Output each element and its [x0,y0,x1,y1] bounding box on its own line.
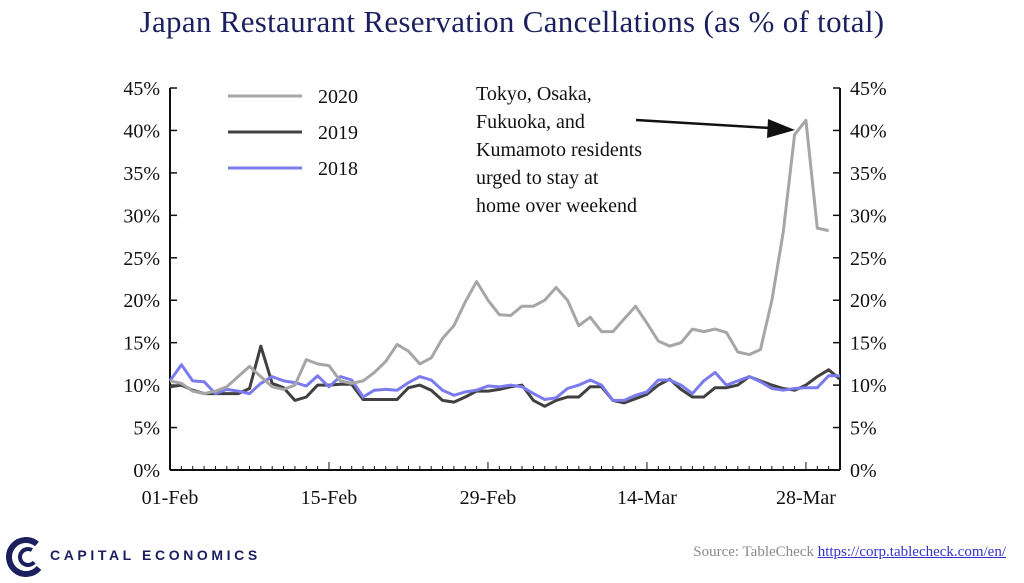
chart-title: Japan Restaurant Reservation Cancellatio… [139,4,885,39]
y-tick-label-left: 40% [123,120,160,142]
annotation-arrow-head [767,119,795,138]
x-tick-label: 29-Feb [460,487,517,509]
annotation-line: Kumamoto residents [476,139,642,161]
x-tick-label: 28-Mar [776,487,836,509]
y-tick-label-right: 25% [850,248,887,270]
y-tick-label-left: 15% [123,333,160,355]
legend-label-2019: 2019 [318,122,358,144]
y-tick-label-left: 5% [133,418,160,440]
y-tick-label-right: 10% [850,375,887,397]
y-tick-label-left: 35% [123,163,160,185]
annotation-line: Tokyo, Osaka, [476,83,592,105]
y-tick-label-left: 45% [123,78,160,100]
chart-legend: 2020 2019 2018 [228,86,358,180]
y-tick-label-right: 35% [850,163,887,185]
capital-economics-logo-icon [6,537,46,577]
y-tick-label-left: 10% [123,375,160,397]
annotation-line: home over weekend [476,195,637,217]
source-note: Source: TableCheck https://corp.tableche… [693,544,1006,561]
y-tick-label-right: 40% [850,120,887,142]
annotation-line: Fukuoka, and [476,111,585,133]
y-tick-label-right: 20% [850,290,887,312]
capital-economics-logo: CAPITAL ECONOMICS [6,537,266,577]
y-tick-label-left: 25% [123,248,160,270]
y-tick-label-right: 0% [850,460,877,482]
series-line-2020 [169,118,829,396]
series-line-2019 [169,344,841,408]
y-tick-label-right: 45% [850,78,887,100]
chart-axes: 0% 0% 5% 5% 10% 10% 15% 15% 20% 20% 25% 25% 30% 30% 35… [123,78,886,509]
x-tick-label: 01-Feb [142,487,199,509]
legend-label-2020: 2020 [318,86,358,108]
x-tick-label: 15-Feb [301,487,358,509]
logo-text: CAPITAL ECONOMICS [50,547,261,563]
annotation-line: urged to stay at [476,167,599,189]
x-tick-label: 14-Mar [617,487,677,509]
source-link[interactable]: https://corp.tablecheck.com/en/ [817,544,1006,560]
y-tick-label-left: 30% [123,205,160,227]
legend-label-2018: 2018 [318,158,358,180]
y-tick-label-right: 5% [850,418,877,440]
y-tick-label-left: 20% [123,290,160,312]
chart-annotation: Tokyo, Osaka, Fukuoka, and Kumamoto reside… [476,83,795,217]
source-label: Source: TableCheck [693,544,814,560]
y-tick-label-right: 15% [850,333,887,355]
y-tick-label-left: 0% [133,460,160,482]
series-line-2018 [168,363,840,402]
chart-lines [168,118,841,408]
annotation-arrow-line [635,118,771,130]
y-tick-label-right: 30% [850,205,887,227]
